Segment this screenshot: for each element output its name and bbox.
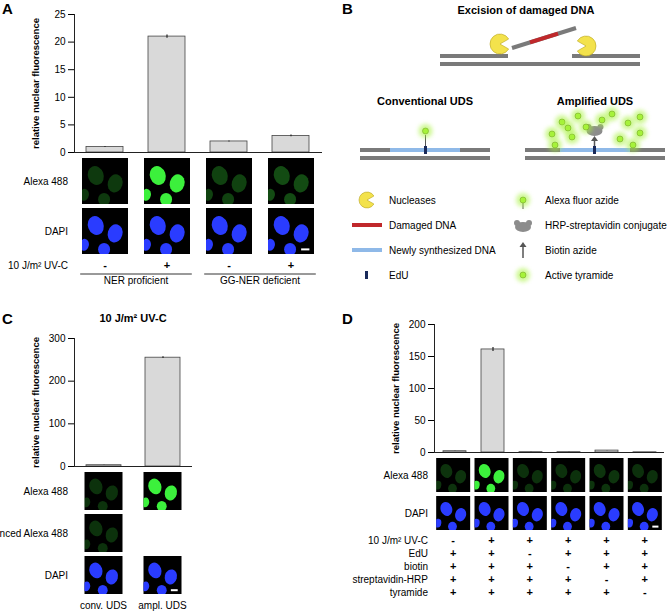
svg-text:25: 25 (54, 9, 66, 20)
svg-text:+: + (450, 560, 456, 572)
html-text:D: D (342, 310, 353, 327)
svg-text:-: - (451, 534, 455, 546)
svg-text:+: + (642, 547, 648, 559)
svg-text:+: + (527, 534, 533, 546)
svg-text:+: + (603, 560, 609, 572)
svg-text:+: + (603, 586, 609, 598)
svg-text:10 J/m² UV-C: 10 J/m² UV-C (368, 535, 428, 546)
html-text:A: A (2, 0, 13, 17)
svg-text:-: - (605, 573, 609, 585)
html-text:10 J/m² UV-C: 10 J/m² UV-C (99, 312, 167, 324)
svg-text:0: 0 (60, 147, 66, 158)
svg-text:20: 20 (54, 36, 66, 47)
svg-text:+: + (527, 573, 533, 585)
svg-text:0: 0 (60, 461, 66, 472)
html-text:B: B (342, 0, 353, 17)
svg-text:+: + (450, 573, 456, 585)
svg-text:300: 300 (49, 333, 66, 344)
svg-text:-: - (643, 586, 647, 598)
svg-text:5: 5 (60, 119, 66, 130)
svg-text:-: - (227, 259, 231, 271)
svg-text:tyramide: tyramide (390, 587, 429, 598)
svg-text:+: + (527, 560, 533, 572)
svg-text:Enhanced Alexa 488: Enhanced Alexa 488 (0, 528, 68, 539)
svg-text:conv. UDS: conv. UDS (80, 600, 127, 611)
svg-text:-: - (566, 560, 570, 572)
svg-text:biotin: biotin (404, 561, 428, 572)
svg-text:+: + (565, 586, 571, 598)
svg-text:relative nuclear fluorescence: relative nuclear fluorescence (30, 337, 41, 468)
svg-text:+: + (488, 547, 494, 559)
svg-text:Excision of damaged DNA: Excision of damaged DNA (458, 4, 595, 16)
svg-text:Alexa 488: Alexa 488 (384, 470, 429, 481)
svg-text:15: 15 (54, 64, 66, 75)
svg-text:10: 10 (54, 92, 66, 103)
svg-text:+: + (450, 586, 456, 598)
svg-text:200: 200 (409, 319, 426, 330)
svg-text:Alexa 488: Alexa 488 (24, 486, 69, 497)
svg-text:+: + (642, 560, 648, 572)
svg-text:-: - (528, 547, 532, 559)
svg-text:Alexa 488: Alexa 488 (24, 176, 69, 187)
svg-text:150: 150 (409, 351, 426, 362)
svg-text:relative nuclear fluorescence: relative nuclear fluorescence (390, 323, 401, 454)
svg-text:+: + (603, 547, 609, 559)
svg-text:DAPI: DAPI (45, 570, 68, 581)
html-text:C: C (2, 310, 13, 327)
svg-text:+: + (642, 573, 648, 585)
svg-text:+: + (603, 534, 609, 546)
svg-text:Conventional UDS: Conventional UDS (377, 95, 473, 107)
svg-text:Biotin azide: Biotin azide (545, 245, 597, 256)
svg-text:+: + (488, 586, 494, 598)
svg-text:200: 200 (49, 375, 66, 386)
svg-text:100: 100 (49, 418, 66, 429)
svg-text:DAPI: DAPI (405, 508, 428, 519)
svg-text:HRP-streptavidin conjugate: HRP-streptavidin conjugate (545, 220, 667, 231)
svg-text:+: + (488, 534, 494, 546)
svg-text:+: + (488, 560, 494, 572)
svg-text:+: + (565, 573, 571, 585)
svg-text:+: + (288, 259, 294, 271)
svg-text:streptavidin-HRP: streptavidin-HRP (352, 574, 428, 585)
svg-text:-: - (103, 259, 107, 271)
svg-text:+: + (527, 586, 533, 598)
svg-text:Nucleases: Nucleases (389, 195, 436, 206)
svg-text:100: 100 (409, 383, 426, 394)
svg-text:+: + (565, 534, 571, 546)
svg-text:+: + (642, 534, 648, 546)
svg-text:NER proficient: NER proficient (104, 275, 169, 286)
svg-text:GG-NER deficient: GG-NER deficient (220, 275, 300, 286)
svg-text:+: + (565, 547, 571, 559)
svg-text:Newly synthesized DNA: Newly synthesized DNA (389, 245, 496, 256)
svg-text:10 J/m² UV-C: 10 J/m² UV-C (8, 260, 68, 271)
svg-text:ampl. UDS: ampl. UDS (138, 600, 187, 611)
svg-text:Amplified UDS: Amplified UDS (557, 95, 633, 107)
svg-text:EdU: EdU (409, 548, 428, 559)
svg-text:0: 0 (420, 447, 426, 458)
svg-text:+: + (164, 259, 170, 271)
svg-text:+: + (488, 573, 494, 585)
svg-text:DAPI: DAPI (45, 226, 68, 237)
svg-text:Damaged DNA: Damaged DNA (389, 220, 457, 231)
svg-text:50: 50 (414, 415, 426, 426)
svg-text:EdU: EdU (389, 270, 408, 281)
svg-text:Alexa fluor azide: Alexa fluor azide (545, 195, 619, 206)
svg-text:+: + (450, 547, 456, 559)
svg-text:relative nuclear fluorescence: relative nuclear fluorescence (30, 18, 41, 149)
svg-text:Active tyramide: Active tyramide (545, 270, 614, 281)
